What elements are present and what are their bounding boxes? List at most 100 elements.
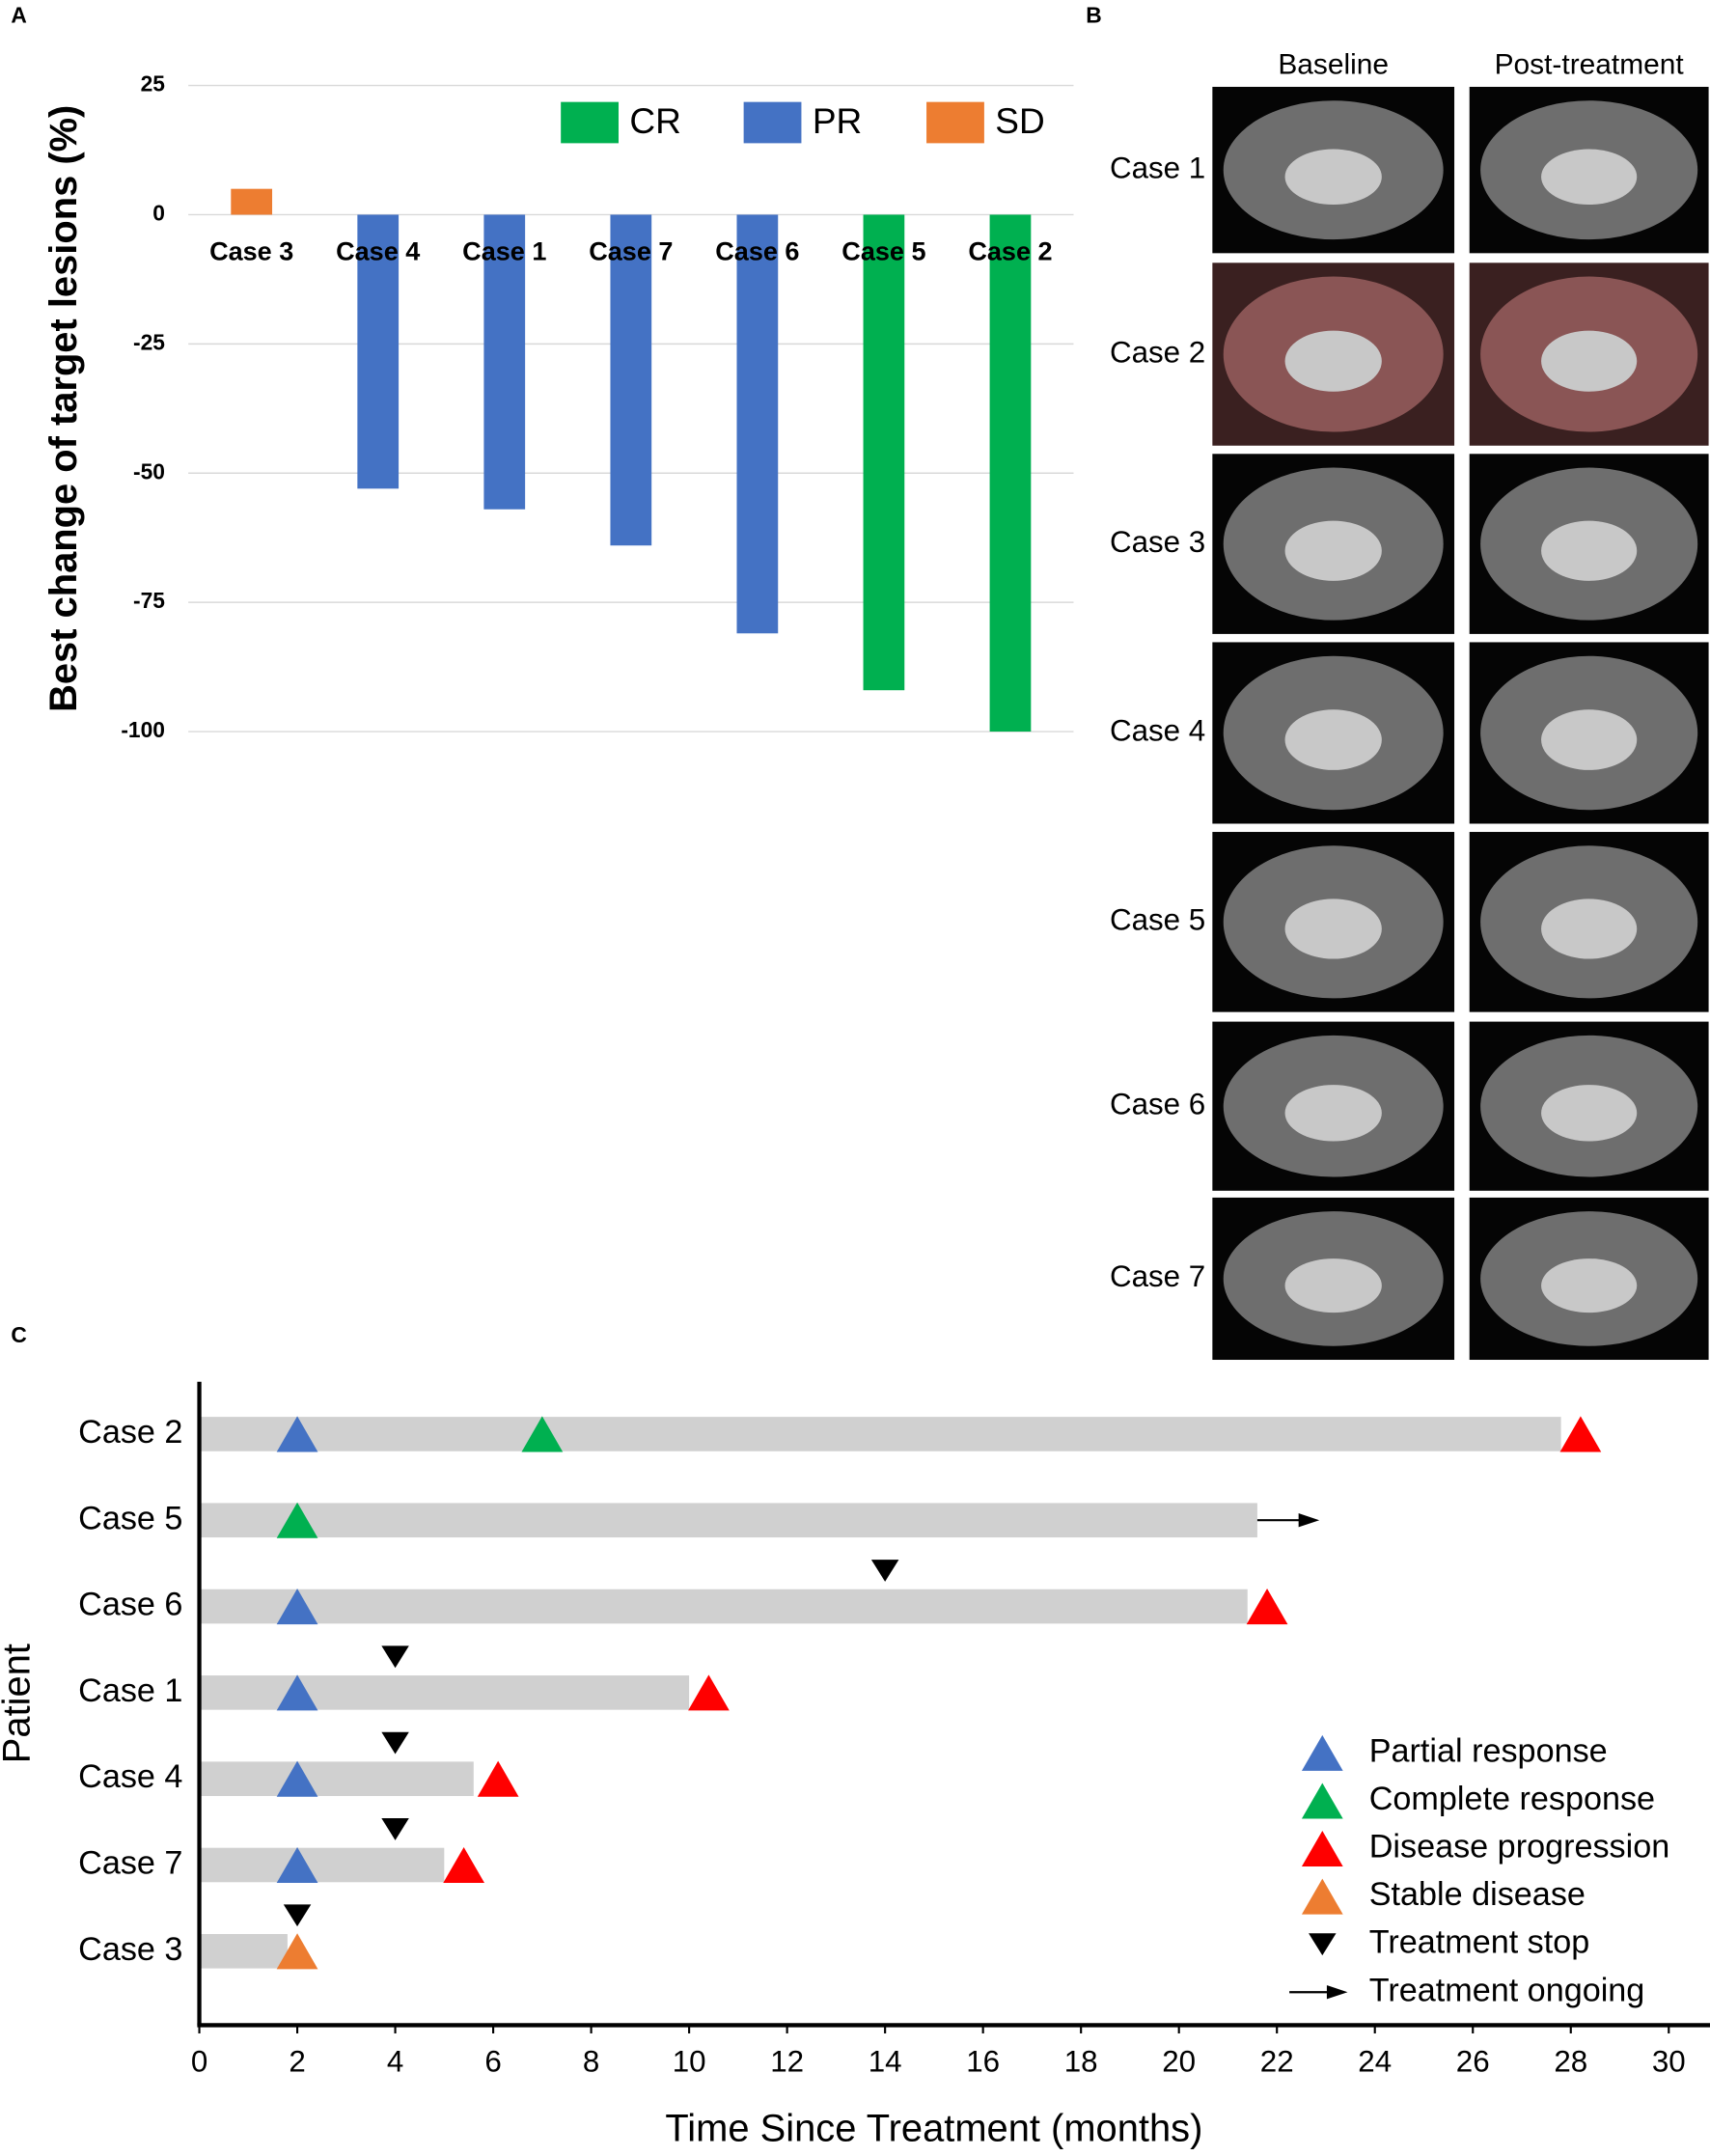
duration-bar: [199, 1589, 1248, 1624]
x-tick-label: 26: [1456, 2045, 1490, 2079]
event-marker: [521, 1416, 564, 1452]
legend-label: Treatment stop: [1369, 1924, 1590, 1961]
scan-organ: [1284, 709, 1382, 770]
legend-label: Partial response: [1369, 1732, 1608, 1769]
x-tick-label: 18: [1064, 2045, 1098, 2079]
legend-marker: [1289, 1985, 1348, 2000]
legend-label: Stable disease: [1369, 1876, 1586, 1913]
x-tick-label: Case 4: [336, 236, 420, 265]
row-label: Case 6: [1110, 1087, 1205, 1120]
x-tick-label: 0: [191, 2045, 207, 2079]
scan-organ: [1284, 1085, 1382, 1142]
x-tick-label: Case 7: [589, 236, 673, 265]
scan-organ: [1541, 898, 1638, 959]
scan-organ: [1541, 1258, 1638, 1313]
event-marker: [443, 1846, 485, 1884]
scan-organ: [1541, 149, 1638, 206]
event-marker: [1559, 1416, 1602, 1452]
event-marker: [283, 1904, 312, 1927]
legend-marker: [1309, 1933, 1337, 1956]
legend-marker: [1301, 1734, 1343, 1771]
event-marker: [276, 1502, 318, 1538]
y-tick-label: Case 7: [78, 1845, 182, 1882]
x-tick-label: Case 1: [462, 236, 546, 265]
event-marker: [276, 1846, 318, 1884]
panel-label: C: [11, 1322, 26, 1347]
event-marker: [477, 1760, 519, 1797]
x-tick-label: 16: [966, 2045, 1000, 2079]
duration-bar: [199, 1417, 1561, 1451]
legend-swatch: [926, 101, 984, 144]
y-tick-label: Case 1: [78, 1672, 182, 1709]
event-marker: [276, 1416, 318, 1452]
legend-marker: [1301, 1878, 1343, 1915]
duration-bar: [199, 1847, 445, 1883]
row-label: Case 1: [1110, 151, 1205, 184]
y-tick-label: Case 3: [78, 1931, 182, 1968]
x-tick-label: 14: [869, 2045, 902, 2079]
bar: [231, 188, 273, 215]
scan-organ: [1541, 1085, 1638, 1142]
scan-organ: [1541, 520, 1638, 581]
event-marker: [276, 1589, 318, 1625]
legend-label: PR: [813, 100, 862, 141]
event-marker: [1246, 1589, 1288, 1625]
bar: [989, 214, 1032, 732]
y-tick-label: 25: [141, 71, 166, 97]
scan-organ: [1284, 149, 1382, 206]
scan-organ: [1284, 520, 1382, 581]
y-tick-label: -25: [133, 329, 165, 354]
y-tick-label: Case 4: [78, 1758, 182, 1795]
scan-organ: [1284, 330, 1382, 392]
row-label: Case 4: [1110, 714, 1205, 748]
scan-organ: [1284, 1258, 1382, 1313]
duration-bar: [199, 1503, 1257, 1538]
x-tick-label: 10: [673, 2045, 706, 2079]
legend-label: Treatment ongoing: [1369, 1972, 1645, 2008]
x-tick-label: 8: [583, 2045, 599, 2079]
x-tick-label: 6: [484, 2045, 501, 2079]
y-tick-label: -75: [133, 588, 165, 613]
legend-label: SD: [995, 100, 1044, 141]
x-axis-label: Time Since Treatment (months): [665, 2108, 1202, 2150]
event-marker: [381, 1731, 409, 1755]
y-axis-label: Patient: [0, 1644, 38, 1763]
x-tick-label: Case 6: [715, 236, 799, 265]
row-label: Case 3: [1110, 525, 1205, 559]
event-marker: [870, 1560, 899, 1582]
legend-label: CR: [629, 100, 680, 141]
bar: [610, 214, 652, 546]
panel-label: A: [11, 2, 26, 27]
x-tick-label: Case 2: [968, 236, 1052, 265]
x-tick-label: 2: [289, 2045, 305, 2079]
bar: [736, 214, 779, 634]
y-tick-label: Case 2: [78, 1414, 182, 1451]
y-tick-label: -50: [133, 458, 165, 484]
bar: [863, 214, 905, 691]
event-marker: [276, 1674, 318, 1711]
duration-bar: [199, 1933, 288, 1969]
x-tick-label: Case 3: [209, 236, 293, 265]
panel-label: B: [1086, 2, 1101, 27]
y-tick-label: 0: [152, 200, 165, 225]
scan-organ: [1284, 898, 1382, 959]
legend-label: Disease progression: [1369, 1829, 1670, 1866]
bar: [483, 214, 526, 510]
legend-swatch: [743, 101, 802, 144]
scan-organ: [1541, 330, 1638, 392]
x-tick-label: 24: [1358, 2045, 1392, 2079]
row-label: Case 7: [1110, 1259, 1205, 1293]
x-tick-label: 20: [1162, 2045, 1196, 2079]
y-tick-label: Case 5: [78, 1500, 182, 1536]
event-marker: [276, 1760, 318, 1797]
duration-bar: [199, 1675, 690, 1710]
legend-swatch: [561, 101, 619, 144]
column-header: Post-treatment: [1495, 49, 1685, 81]
event-marker: [688, 1674, 730, 1711]
event-marker: [276, 1933, 318, 1970]
x-tick-label: 30: [1652, 2045, 1686, 2079]
scan-organ: [1541, 709, 1638, 770]
x-tick-label: 4: [387, 2045, 403, 2079]
x-tick-label: 22: [1260, 2045, 1294, 2079]
